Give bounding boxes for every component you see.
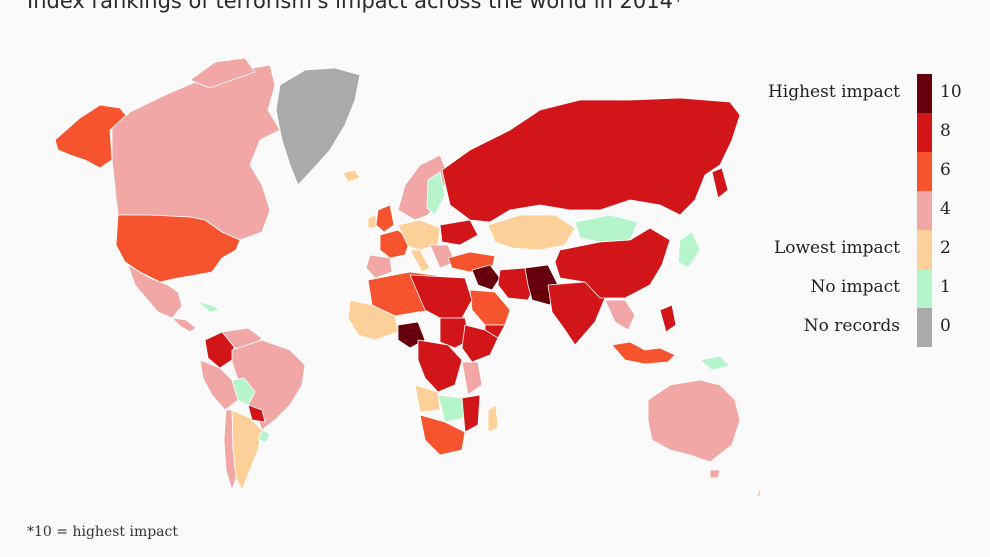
- region-italy: [409, 249, 431, 273]
- legend-row: Highest impact 10: [760, 74, 980, 113]
- region-china: [554, 227, 671, 299]
- region-iceland: [342, 169, 361, 183]
- legend-label: Lowest impact: [773, 238, 900, 258]
- region-central-africa: [417, 339, 463, 393]
- legend-swatch: [917, 74, 932, 113]
- region-japan: [677, 231, 701, 269]
- region-southeast-asia: [604, 299, 636, 331]
- region-mexico: [127, 264, 183, 319]
- legend-value: 10: [940, 82, 962, 102]
- legend-row: 8: [760, 113, 980, 152]
- region-russia: [441, 97, 741, 223]
- region-peru: [199, 359, 239, 411]
- region-uruguay: [257, 429, 271, 443]
- region-sweden: [426, 171, 446, 216]
- region-png: [699, 355, 731, 371]
- region-kamchatka: [711, 167, 729, 199]
- legend-swatch: [917, 308, 932, 347]
- legend-value: 8: [940, 121, 951, 141]
- region-east-africa: [461, 361, 483, 396]
- region-saudi-arabia: [469, 289, 511, 326]
- legend-swatch: [917, 191, 932, 230]
- region-madagascar: [487, 404, 499, 433]
- region-france: [379, 229, 411, 259]
- legend-swatch: [917, 113, 932, 152]
- region-greenland: [275, 67, 361, 186]
- legend-swatch: [917, 269, 932, 308]
- region-australia: [647, 379, 741, 463]
- region-paraguay: [247, 404, 266, 423]
- legend-label: No impact: [810, 277, 900, 297]
- world-map: [54, 57, 760, 499]
- region-canada-islands: [189, 57, 256, 89]
- legend-label: No records: [803, 316, 900, 336]
- region-central-america: [171, 317, 197, 333]
- region-ireland: [367, 214, 377, 229]
- region-bolivia: [231, 377, 256, 406]
- region-horn-of-africa: [461, 324, 499, 363]
- legend-swatch: [917, 152, 932, 191]
- region-caribbean: [197, 301, 221, 313]
- region-argentina: [231, 409, 263, 491]
- region-south-africa: [419, 414, 466, 456]
- legend-value: 6: [940, 160, 951, 180]
- legend-row: No impact 1: [760, 269, 980, 308]
- region-mozambique: [461, 394, 481, 433]
- region-ukraine: [439, 219, 479, 246]
- region-philippines: [659, 304, 677, 333]
- legend-swatch: [917, 230, 932, 269]
- legend-value: 2: [940, 238, 951, 258]
- region-alaska: [54, 104, 129, 169]
- region-chile: [223, 409, 237, 491]
- region-tasmania: [709, 469, 721, 479]
- map-legend: Highest impact 10 8 6 4 Lowest impact 2 No impa…: [760, 74, 980, 347]
- region-indonesia: [611, 341, 676, 365]
- region-kazakhstan: [487, 214, 576, 251]
- footnote: *10 = highest impact: [27, 524, 178, 540]
- legend-row: No records 0: [760, 308, 980, 347]
- region-iberia: [365, 254, 393, 279]
- legend-value: 0: [940, 316, 951, 336]
- region-syria-iraq: [471, 264, 501, 291]
- page-title: Index rankings of terrorism's impact acr…: [27, 0, 684, 13]
- region-mongolia: [574, 214, 639, 243]
- legend-row: 4: [760, 191, 980, 230]
- legend-label: Highest impact: [767, 82, 900, 102]
- region-usa: [115, 214, 241, 283]
- legend-value: 1: [940, 277, 951, 297]
- region-new-zealand: [755, 486, 760, 499]
- region-west-africa: [347, 299, 399, 341]
- region-uk: [375, 204, 395, 233]
- region-angola: [414, 384, 441, 413]
- legend-row: Lowest impact 2: [760, 230, 980, 269]
- legend-value: 4: [940, 199, 951, 219]
- legend-row: 6: [760, 152, 980, 191]
- region-canada: [111, 64, 281, 241]
